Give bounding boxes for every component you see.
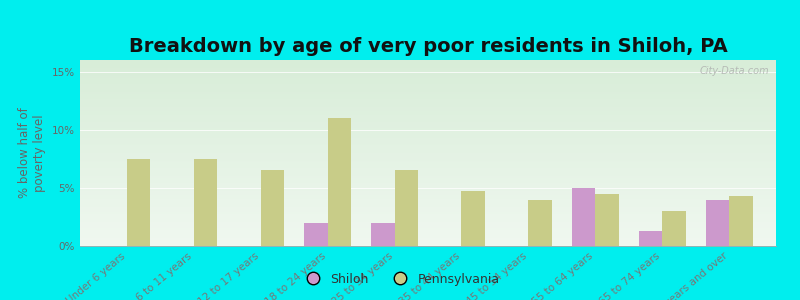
Bar — [706, 200, 729, 246]
Bar — [528, 200, 552, 246]
Title: Breakdown by age of very poor residents in Shiloh, PA: Breakdown by age of very poor residents … — [129, 37, 727, 56]
Bar — [462, 191, 485, 246]
Text: City-Data.com: City-Data.com — [699, 66, 769, 76]
Bar — [127, 159, 150, 246]
Bar — [194, 159, 217, 246]
Bar — [595, 194, 618, 246]
Bar — [304, 223, 328, 246]
Bar — [371, 223, 394, 246]
Bar — [328, 118, 351, 246]
Bar — [261, 170, 284, 246]
Bar — [572, 188, 595, 246]
Bar — [662, 211, 686, 246]
Legend: Shiloh, Pennsylvania: Shiloh, Pennsylvania — [295, 268, 505, 291]
Bar — [729, 196, 753, 246]
Bar — [639, 231, 662, 246]
Bar — [394, 170, 418, 246]
Y-axis label: % below half of
poverty level: % below half of poverty level — [18, 108, 46, 198]
